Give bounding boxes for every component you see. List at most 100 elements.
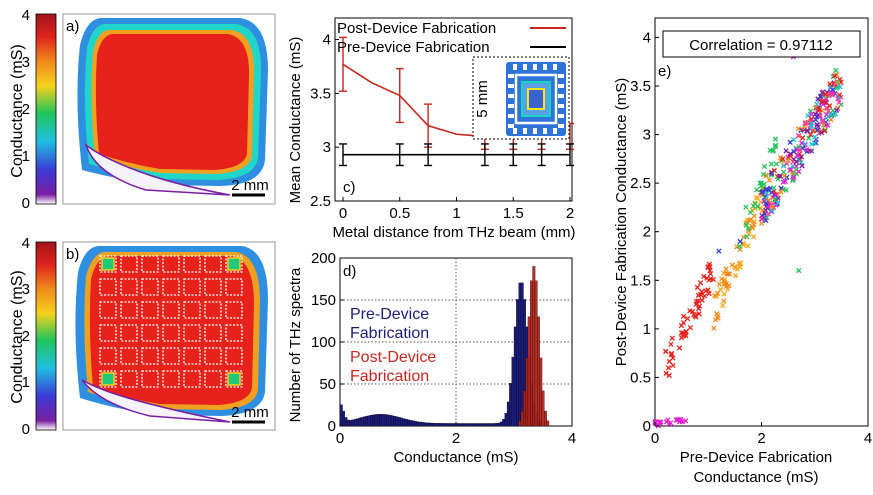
colorbar-a-tick-0: 0 [22, 195, 30, 212]
histogram-bar-post [521, 411, 524, 426]
panel-a: Conductance (mS) 4 3 2 1 0 a) 2 mm [9, 7, 275, 212]
histogram-bar-pre [354, 419, 357, 426]
scatter-point [664, 349, 668, 353]
scalebar-b-label: 2 mm [231, 404, 269, 421]
histogram-bar-pre [398, 417, 401, 426]
histogram-bar-pre [451, 423, 454, 426]
inset-pin [508, 114, 514, 118]
histogram-bar-pre [502, 419, 505, 426]
panel-c-xtick-label: 1 [452, 205, 460, 222]
histogram-bar-pre [505, 413, 508, 426]
histogram-bar-pre [379, 414, 382, 426]
histogram-bar-pre [433, 423, 436, 426]
inset-pin [508, 104, 514, 108]
histogram-bar-post [546, 421, 549, 426]
histogram-bar-pre [472, 423, 475, 426]
histogram-bar-pre [352, 420, 355, 426]
scatter-point [724, 267, 728, 271]
histogram-bar-pre [479, 423, 482, 426]
inset-pin [558, 114, 564, 118]
panel-d-xtick-label: 2 [452, 430, 460, 447]
panel-e-ytick-label: 3.5 [630, 78, 651, 95]
histogram-bar-pre [407, 420, 410, 426]
scatter-point [744, 205, 748, 209]
panel-d-xtick-label: 0 [336, 430, 344, 447]
colorbar-a-tick-2: 2 [22, 101, 30, 118]
scatter-point [677, 346, 681, 350]
scatter-point [688, 325, 692, 329]
histogram-bar-pre [521, 283, 524, 426]
histogram-bar-pre [375, 414, 378, 426]
inset-pin [523, 64, 527, 70]
panel-e-ytick-label: 2 [643, 224, 651, 241]
scatter-point [695, 285, 699, 289]
histogram-bar-pre [463, 423, 466, 426]
panel-c-ytick-label: 3.5 [310, 85, 331, 102]
panel-e-xtick-label: 2 [757, 430, 765, 447]
scatter-point [703, 294, 707, 298]
scatter-point [671, 363, 675, 367]
histogram-bar-post [544, 411, 547, 426]
panel-e-points [653, 35, 843, 428]
scatter-point [829, 117, 833, 121]
colorbar-b-tick-2: 2 [22, 328, 30, 345]
scatter-point [751, 235, 755, 239]
scatter-point [685, 316, 689, 320]
scatter-point [712, 326, 716, 330]
panel-c-ytick-label: 3 [323, 139, 331, 156]
histogram-bar-pre [386, 415, 389, 426]
colorbar-a-tick-1: 1 [22, 148, 30, 165]
histogram-bar-pre [458, 423, 461, 426]
scatter-point [746, 244, 750, 248]
histogram-bar-pre [442, 423, 445, 426]
histogram-bar-pre [396, 417, 399, 426]
histogram-bar-pre [368, 416, 371, 426]
histogram-bar-pre [482, 423, 485, 426]
histogram-bar-pre [366, 416, 369, 426]
scatter-point [774, 162, 778, 166]
histogram-bar-pre [400, 418, 403, 426]
histogram-bar-pre [495, 423, 498, 426]
histogram-bar-pre [419, 422, 422, 426]
histogram-bar-pre [349, 420, 352, 426]
scatter-point [797, 169, 801, 173]
panel-d-pre-label-2: Fabrication [350, 325, 429, 342]
scatter-point [788, 140, 792, 144]
histogram-bar-pre [491, 423, 494, 426]
histogram-bar-pre [410, 420, 413, 426]
panel-e-annotation: Correlation = 0.97112 [689, 37, 833, 54]
histogram-bar-pre [393, 416, 396, 426]
histogram-bar-pre [389, 415, 392, 426]
histogram-bar-pre [519, 283, 522, 426]
inset-pin [513, 128, 517, 134]
histogram-bar-pre [372, 415, 375, 426]
scatter-point [781, 170, 785, 174]
histogram-bar-pre [465, 423, 468, 426]
scatter-point [797, 268, 801, 272]
legend-c-post-label: Post-Device Fabrication [337, 20, 496, 37]
histogram-bar-pre [382, 414, 385, 426]
panel-e-xtick-label: 0 [651, 430, 659, 447]
histogram-bar-pre [516, 299, 519, 426]
panel-c-label: c) [343, 179, 356, 196]
panel-e-ytick-label: 1 [643, 321, 651, 338]
histogram-bar-pre [414, 421, 417, 426]
panel-c-xtick-label: 2 [566, 205, 574, 222]
scatter-point [834, 68, 838, 72]
panel-d-post-label-2: Fabrication [350, 368, 429, 385]
histogram-bar-post [528, 317, 531, 426]
histogram-bar-post [540, 358, 543, 426]
panel-c-xtick-label: 0.5 [389, 205, 410, 222]
histogram-bar-pre [430, 423, 433, 426]
panel-e-label: e) [658, 63, 671, 80]
panel-b-label: b) [66, 246, 79, 263]
colorbar-b-tick-1: 1 [22, 374, 30, 391]
histogram-bar-pre [342, 411, 345, 426]
histogram-bar-pre [449, 423, 452, 426]
panel-c-xtick-label: 0 [339, 205, 347, 222]
colorbar-b [36, 242, 56, 430]
panel-d-post-label-1: Post-Device [350, 349, 436, 366]
